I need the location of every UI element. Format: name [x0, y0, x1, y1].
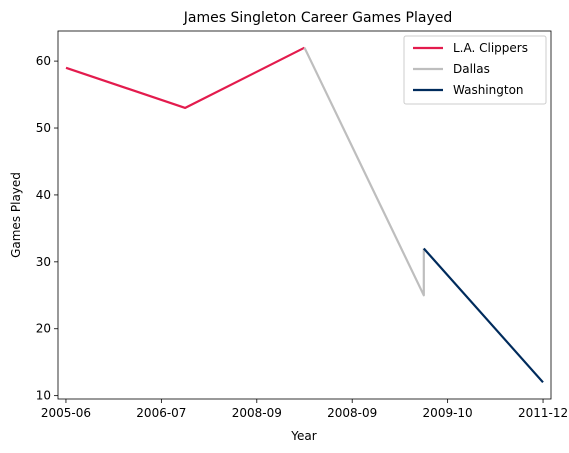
x-tick-label: 2011-12	[518, 406, 568, 420]
plot-area	[57, 30, 552, 400]
x-tick-label: 2009-10	[423, 406, 473, 420]
x-tick-label: 2005-06	[41, 406, 91, 420]
series-line-0	[65, 46, 305, 110]
x-tick-label: 2006-07	[136, 406, 186, 420]
y-tick-label: 60	[36, 54, 51, 68]
legend-box	[403, 35, 547, 105]
legend-label-2: Washington	[453, 83, 524, 97]
x-tick-label: 2008-09	[327, 406, 377, 420]
series-line-2	[422, 247, 544, 384]
y-axis: 10 20 30 40 50 60	[36, 54, 58, 403]
legend-label-0: L.A. Clippers	[453, 41, 528, 55]
series-line-1	[303, 47, 425, 297]
legend-label-1: Dallas	[453, 62, 490, 76]
y-tick-label: 20	[36, 322, 51, 336]
y-tick-label: 40	[36, 188, 51, 202]
series-layer	[65, 46, 544, 384]
x-tick-label: 2008-09	[232, 406, 282, 420]
x-axis: 2005-06 2006-07 2008-09 2008-09 2009-10 2011-…	[41, 399, 568, 420]
y-axis-label: Games Played	[9, 172, 23, 258]
y-tick-label: 50	[36, 121, 51, 135]
x-axis-label: Year	[290, 429, 316, 443]
chart-title: James Singleton Career Games Played	[183, 10, 452, 26]
y-tick-label: 30	[36, 255, 51, 269]
y-tick-label: 10	[36, 389, 51, 403]
legend: L.A. Clippers Dallas Washington	[403, 35, 547, 105]
